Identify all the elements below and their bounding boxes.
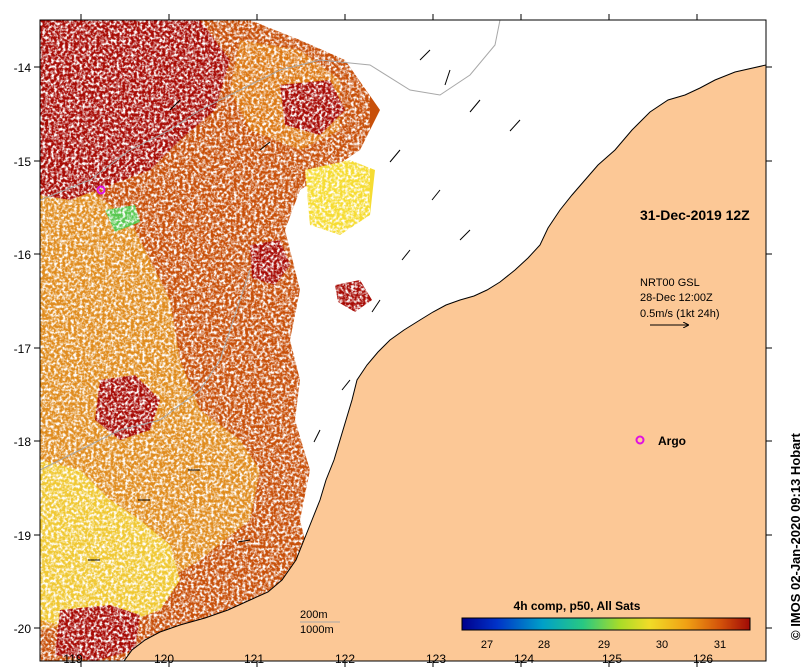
current-arrow [389, 149, 401, 163]
current-arrow [431, 189, 441, 201]
x-tick-label: 121 [244, 652, 264, 666]
x-tick-label: 122 [335, 652, 355, 666]
sst-layer [40, 20, 380, 661]
current-arrow [341, 379, 351, 391]
colorbar: 4h comp, p50, All Sats 27 28 29 30 31 [461, 599, 751, 651]
bathymetry-lines [40, 20, 501, 471]
land-mass [123, 64, 766, 661]
current-arrow [459, 229, 471, 241]
current-arrow [509, 119, 521, 132]
y-axis-labels: -14 -15 -16 -17 -18 -19 -20 [14, 61, 32, 636]
x-tick-label: 126 [693, 652, 713, 666]
contour-200m-label: 200m [300, 609, 328, 621]
y-tick-label: -15 [14, 155, 32, 169]
y-tick-label: -19 [14, 529, 32, 543]
contour-1000m [40, 269, 251, 471]
colorbar-tick: 30 [656, 639, 668, 651]
current-arrow [313, 429, 321, 443]
date-label: 31-Dec-2019 12Z [640, 207, 750, 223]
current-arrow [469, 99, 481, 113]
colorbar-tick: 27 [481, 639, 493, 651]
y-tick-label: -18 [14, 435, 32, 449]
current-arrow [444, 69, 451, 86]
x-axis-labels: 119 120 121 122 123 124 125 126 [63, 652, 713, 666]
current-arrow [237, 539, 251, 543]
current-arrow [259, 141, 271, 151]
current-legend-line3: 0.5m/s (1kt 24h) [640, 308, 719, 320]
depth-contour-legend: 200m 1000m [300, 609, 340, 636]
argo-float-marker [96, 185, 106, 195]
colorbar-tick: 28 [538, 639, 550, 651]
current-arrow [169, 99, 181, 111]
current-arrow [419, 49, 431, 61]
current-arrow [371, 299, 381, 313]
argo-float-markers [96, 185, 645, 445]
contour-1000m-label: 1000m [300, 624, 334, 636]
map-frame [39, 19, 767, 662]
colorbar-tick: 29 [598, 639, 610, 651]
x-tick-label: 119 [63, 652, 82, 666]
argo-float-marker [635, 435, 645, 445]
y-tick-label: -14 [14, 61, 32, 75]
colorbar-title: 4h comp, p50, All Sats [514, 599, 641, 613]
current-arrow [401, 249, 411, 261]
x-tick-label: 120 [154, 652, 174, 666]
current-legend-line2: 28-Dec 12:00Z [640, 292, 713, 304]
credit-label: © IMOS 02-Jan-2020 09:13 Hobart [788, 433, 803, 640]
y-tick-label: -20 [14, 622, 32, 636]
x-tick-label: 123 [426, 652, 446, 666]
axis-tick-marks [34, 14, 772, 667]
colorbar-gradient [461, 617, 751, 631]
colorbar-tick: 31 [714, 639, 726, 651]
contour-200m [40, 20, 501, 201]
x-tick-label: 125 [602, 652, 622, 666]
current-vectors [88, 49, 521, 561]
y-tick-label: -17 [14, 342, 32, 356]
y-tick-label: -16 [14, 248, 32, 262]
current-legend-line1: NRT00 GSL [640, 277, 700, 289]
current-legend: NRT00 GSL 28-Dec 12:00Z 0.5m/s (1kt 24h) [640, 277, 719, 325]
argo-label: Argo [658, 434, 686, 448]
x-tick-label: 124 [514, 652, 534, 666]
